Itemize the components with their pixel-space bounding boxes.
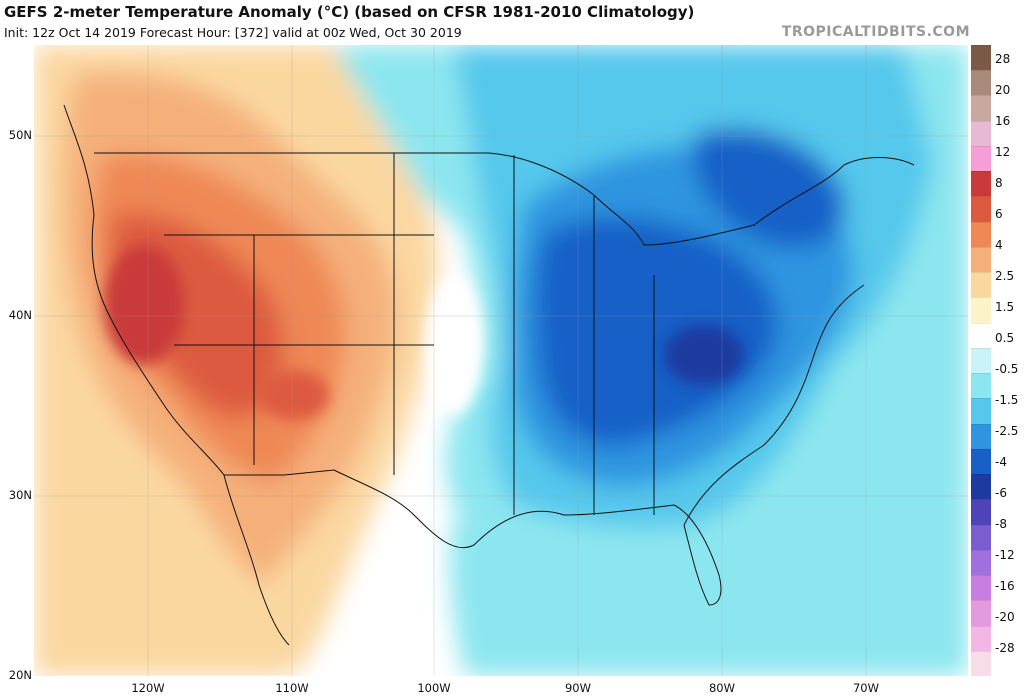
- lat-label-20n: 20N: [8, 668, 32, 682]
- cool-anomaly-south: [449, 515, 968, 676]
- colorbar-label: 28: [995, 52, 1011, 66]
- colorbar-swatch: [971, 448, 991, 475]
- colorbar-label: -0.5: [995, 362, 1019, 376]
- colorbar-swatch: [971, 120, 991, 146]
- colorbar-swatch: [971, 499, 991, 525]
- colorbar-swatch: [971, 145, 991, 172]
- lon-label-100w: 100W: [417, 681, 451, 695]
- colorbar-swatch: [971, 95, 991, 121]
- colorbar-label: 8: [995, 176, 1003, 190]
- cool-spot-appalachia: [664, 325, 744, 385]
- colorbar-label: -2.5: [995, 424, 1019, 438]
- lon-label-120w: 120W: [131, 681, 165, 695]
- colorbar-swatch: [971, 423, 991, 449]
- cool-anomaly-deep: [535, 216, 779, 446]
- chart-title: GEFS 2-meter Temperature Anomaly (°C) (b…: [4, 3, 695, 21]
- cool-anomaly-ne: [694, 128, 846, 248]
- colorbar-swatch: [971, 549, 991, 576]
- colorbar-swatch: [971, 297, 991, 323]
- colorbar-swatch: [971, 650, 991, 676]
- colorbar-label: 6: [995, 207, 1003, 221]
- colorbar-swatch: [971, 322, 991, 348]
- colorbar-label: -28: [995, 641, 1015, 655]
- colorbar-swatch: [971, 196, 991, 222]
- colorbar-swatch: [971, 373, 991, 399]
- anomaly-map: [34, 45, 968, 676]
- warm-spot-2: [259, 370, 329, 420]
- colorbar-label: -1.5: [995, 393, 1019, 407]
- colorbar-label: -16: [995, 579, 1015, 593]
- colorbar-label: 0.5: [995, 331, 1015, 345]
- colorbar-swatch: [971, 171, 991, 197]
- lon-label-80w: 80W: [708, 681, 735, 695]
- colorbar: [971, 45, 991, 676]
- colorbar-swatch: [971, 398, 991, 424]
- colorbar-swatch: [971, 600, 991, 626]
- chart-subtitle: Init: 12z Oct 14 2019 Forecast Hour: [37…: [4, 25, 462, 40]
- colorbar-label: 2.5: [995, 269, 1015, 283]
- graticule: [34, 45, 968, 676]
- colorbar-swatch: [971, 45, 991, 71]
- warm-spot-1: [104, 245, 184, 365]
- lat-label-40n: 40N: [8, 308, 32, 322]
- colorbar-swatch: [971, 575, 991, 601]
- colorbar-swatch: [971, 246, 991, 273]
- lat-label-50n: 50N: [8, 128, 32, 142]
- colorbar-swatch: [971, 524, 991, 550]
- colorbar-label: 4: [995, 238, 1003, 252]
- colorbar-swatch: [971, 474, 991, 500]
- colorbar-label: -12: [995, 548, 1015, 562]
- colorbar-swatch: [971, 221, 991, 247]
- political-boundaries: [63, 104, 915, 646]
- lat-label-30n: 30N: [8, 488, 32, 502]
- site-watermark: TROPICALTIDBITS.COM: [781, 24, 970, 40]
- colorbar-label: 1.5: [995, 300, 1015, 314]
- colorbar-label: -20: [995, 610, 1015, 624]
- colorbar-label: 16: [995, 114, 1011, 128]
- lon-label-90w: 90W: [564, 681, 591, 695]
- white-gap: [426, 275, 482, 415]
- lon-label-110w: 110W: [275, 681, 309, 695]
- colorbar-label: -6: [995, 486, 1007, 500]
- colorbar-label: -4: [995, 455, 1007, 469]
- colorbar-label: 12: [995, 145, 1011, 159]
- colorbar-swatch: [971, 70, 991, 96]
- lon-label-70w: 70W: [852, 681, 879, 695]
- colorbar-swatch: [971, 272, 991, 298]
- colorbar-swatch: [971, 347, 991, 374]
- colorbar-label: -8: [995, 517, 1007, 531]
- colorbar-swatch: [971, 625, 991, 651]
- colorbar-label: 20: [995, 83, 1011, 97]
